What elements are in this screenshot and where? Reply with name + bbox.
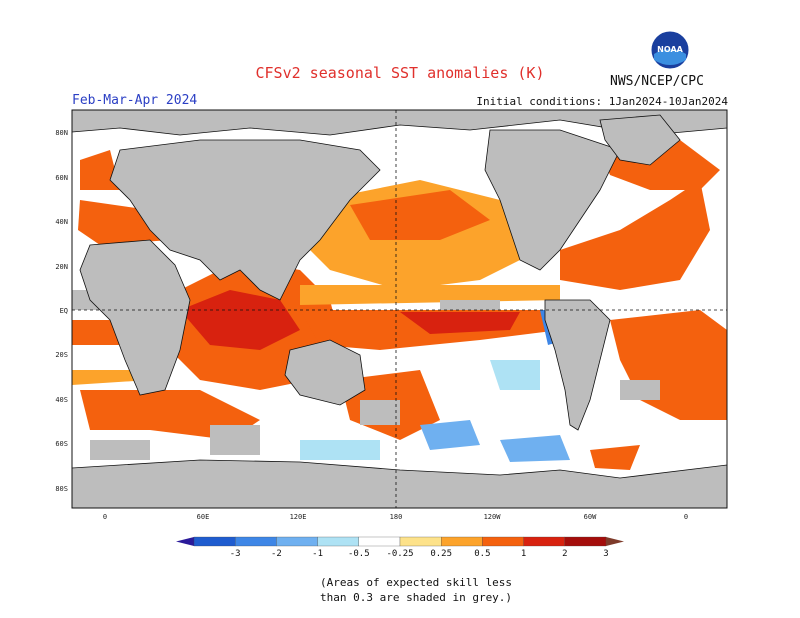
colorbar-segment (399, 536, 442, 547)
agency-label: NWS/NCEP/CPC (610, 74, 704, 89)
colorbar-segment (441, 536, 483, 547)
colorbar-label: 2 (562, 549, 567, 559)
lat-label: 20S (55, 351, 68, 359)
initial-conditions-label: Initial conditions: 1Jan2024-10Jan2024 (476, 95, 728, 108)
longitude-labels: 0 60E 120E 180 120W 60W 0 (103, 513, 688, 521)
colorbar-segment (564, 536, 607, 547)
colorbar-label: -3 (230, 549, 241, 559)
colorbar-segment (482, 536, 524, 547)
colorbar-segment (317, 536, 359, 547)
lat-label: 80S (55, 485, 68, 493)
lon-label: 0 (103, 513, 107, 521)
colorbar-max-arrow (606, 537, 624, 546)
land-masses (72, 110, 727, 508)
lon-label: 60W (584, 513, 597, 521)
colorbar-label: -0.5 (348, 549, 370, 559)
lon-label: 0 (684, 513, 688, 521)
map-field (72, 110, 727, 508)
colorbar-segment (358, 536, 401, 547)
lon-label: 180 (390, 513, 403, 521)
colorbar-label: 0.5 (474, 549, 490, 559)
lat-label: 60S (55, 440, 68, 448)
footnote-line-2: than 0.3 are shaded in grey.) (320, 591, 513, 604)
lat-label: 40N (55, 218, 68, 226)
footnote: (Areas of expected skill less than 0.3 a… (320, 575, 560, 605)
lat-label: 60N (55, 174, 68, 182)
lon-label: 60E (197, 513, 210, 521)
lat-label: 20N (55, 263, 68, 271)
svg-text:NOAA: NOAA (657, 45, 683, 54)
lat-label: 40S (55, 396, 68, 404)
season-label: Feb-Mar-Apr 2024 (72, 93, 198, 108)
noaa-logo-icon: NOAA (650, 30, 690, 70)
lon-label: 120E (290, 513, 307, 521)
footnote-line-1: (Areas of expected skill less (320, 576, 513, 589)
colorbar-label: -1 (312, 549, 323, 559)
colorbar-label: -0.25 (386, 549, 413, 559)
colorbar-segment (523, 536, 565, 547)
colorbar-label: -2 (271, 549, 282, 559)
colorbar-segment (235, 536, 277, 547)
colorbar-segment (276, 536, 318, 547)
map-title: CFSv2 seasonal SST anomalies (K) (255, 64, 545, 82)
colorbar: -3 -2 -1 -0.5 -0.25 0.25 0.5 1 2 3 (176, 536, 624, 559)
colorbar-min-arrow (176, 537, 194, 546)
lat-label: EQ (60, 307, 68, 315)
colorbar-label: 1 (521, 549, 526, 559)
lat-label: 80N (55, 129, 68, 137)
colorbar-label: 3 (603, 549, 608, 559)
map-frame (71, 109, 728, 509)
colorbar-label: 0.25 (430, 549, 452, 559)
colorbar-segment (193, 536, 236, 547)
latitude-labels: 80N 60N 40N 20N EQ 20S 40S 60S 80S (55, 129, 68, 493)
lon-label: 120W (484, 513, 502, 521)
